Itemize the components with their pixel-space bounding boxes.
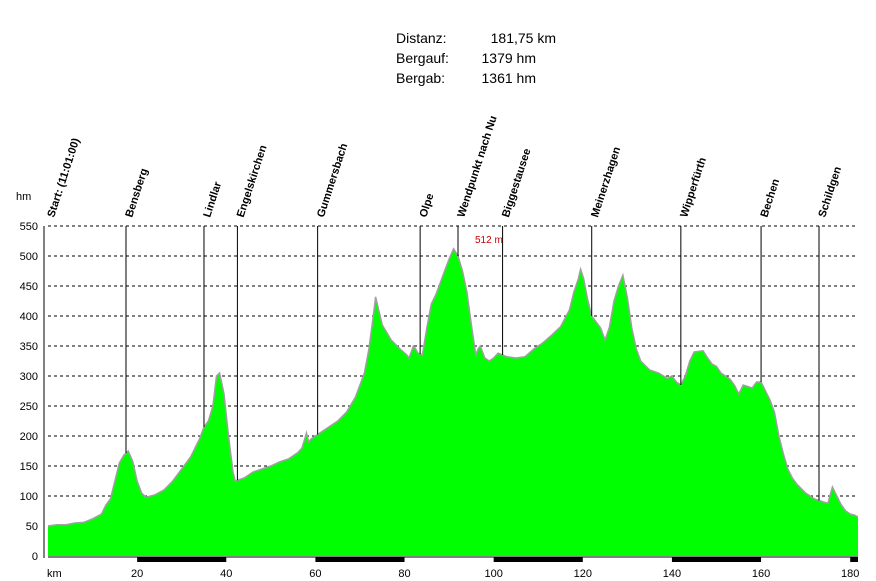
x-tick-label: 160 — [752, 568, 770, 580]
y-tick-label: 550 — [20, 221, 38, 233]
descent-row: Bergab: 1361 hm — [396, 68, 556, 88]
x-axis-scale-segment — [137, 557, 227, 562]
distance-label: Distanz: — [396, 30, 447, 46]
x-axis-scale-segment — [671, 557, 762, 562]
route-stats: Distanz: 181,75 km Bergauf: 1379 hm Berg… — [396, 28, 556, 88]
waypoint-label: Bechen — [759, 177, 783, 219]
waypoint-label: Gummersbach — [315, 142, 350, 219]
axes: 0 50 100 150 200 250 300 350 400 450 500 550 20 40 60 8… — [20, 221, 860, 580]
x-axis-scale-segment — [315, 557, 405, 562]
y-tick-label: 0 — [32, 551, 38, 563]
waypoint-label: Engelskirchen — [235, 143, 270, 218]
distance-value: 181,75 km — [490, 30, 556, 46]
waypoint-label: Meinerzhagen — [589, 145, 623, 219]
y-tick-label: 300 — [20, 371, 38, 383]
waypoint-label: Biggestausee — [500, 147, 534, 219]
waypoint-label: Bensberg — [123, 167, 150, 219]
waypoint-label: Wipperfürth — [678, 156, 709, 219]
descent-value: 1361 hm — [481, 70, 536, 86]
y-tick-label: 50 — [26, 521, 38, 533]
x-tick-label: 80 — [398, 568, 410, 580]
y-tick-label: 100 — [20, 491, 38, 503]
elevation-area — [47, 247, 859, 557]
distance-row: Distanz: 181,75 km — [396, 28, 556, 48]
ascent-label: Bergauf: — [396, 50, 449, 66]
x-tick-label: 60 — [309, 568, 321, 580]
elevation-fill — [48, 248, 858, 557]
descent-label: Bergab: — [396, 70, 446, 86]
y-tick-label: 250 — [20, 401, 38, 413]
x-tick-label: 120 — [574, 568, 592, 580]
waypoint-label: Wendpunkt nach Nu — [455, 114, 499, 219]
ascent-row: Bergauf: 1379 hm — [396, 48, 556, 68]
waypoint-label: Olpe — [418, 192, 437, 219]
y-tick-label: 500 — [20, 251, 38, 263]
y-tick-label: 200 — [20, 431, 38, 443]
x-axis-scale-segment — [850, 557, 858, 562]
x-tick-label: 40 — [220, 568, 232, 580]
y-tick-label: 450 — [20, 281, 38, 293]
x-axis-title: km — [47, 568, 62, 580]
x-tick-label: 180 — [841, 568, 859, 580]
waypoint-label: Schildgen — [816, 165, 844, 219]
x-tick-label: 140 — [663, 568, 681, 580]
y-tick-label: 400 — [20, 311, 38, 323]
max-elevation-label: 512 m — [475, 235, 503, 246]
y-tick-label: 350 — [20, 341, 38, 353]
y-axis-title: hm — [16, 191, 31, 203]
y-tick-label: 150 — [20, 461, 38, 473]
elevation-outline — [47, 247, 859, 527]
x-tick-label: 100 — [484, 568, 502, 580]
ascent-value: 1379 hm — [481, 50, 536, 66]
x-tick-label: 20 — [131, 568, 143, 580]
waypoint-label: Lindlar — [201, 180, 224, 219]
waypoint-label: Start: (11:01:00) — [45, 136, 82, 219]
x-axis-scale-segment — [493, 557, 583, 562]
